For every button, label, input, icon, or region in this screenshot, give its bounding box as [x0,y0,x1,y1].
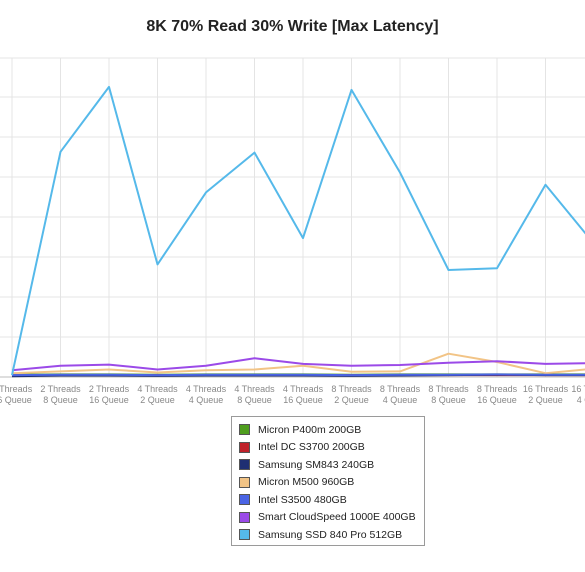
x-tick-label: 8 Queue [431,395,466,405]
x-tick-label: 16 Threads [571,384,585,394]
legend-label: Samsung SM843 240GB [258,458,375,471]
chart-title: 8K 70% Read 30% Write [Max Latency] [146,18,439,35]
legend-item: Intel DC S3700 200GB [236,439,420,457]
x-tick-label: 2 Threads [40,384,81,394]
x-tick-label: 8 Queue [237,395,272,405]
legend-item: Samsung SM843 240GB [236,456,420,474]
x-tick-label: 16 Queue [89,395,129,405]
x-tick-label: 8 Threads [428,384,469,394]
x-tick-label: 4 Threads [137,384,178,394]
x-tick-label: 2 Threads [89,384,130,394]
legend-item: Intel S3500 480GB [236,491,420,509]
x-tick-label: 16 Queue [283,395,323,405]
legend-label: Smart CloudSpeed 1000E 400GB [258,511,416,524]
legend-label: Micron P400m 200GB [258,423,362,436]
x-tick-label: 4 Queue [189,395,224,405]
x-tick-label: 1 Threads [0,384,33,394]
x-tick-label: 4 Threads [234,384,275,394]
legend-swatch [239,441,250,453]
x-tick-label: 8 Threads [331,384,372,394]
legend-swatch [239,459,250,471]
legend-item: Smart CloudSpeed 1000E 400GB [236,509,420,527]
legend-item: Samsung SSD 840 Pro 512GB [236,526,420,544]
legend-swatch [239,494,250,506]
series-line-5 [11,357,585,372]
x-tick-label: 4 Threads [186,384,227,394]
legend-label: Samsung SSD 840 Pro 512GB [258,528,403,541]
legend-swatch [239,424,250,436]
x-tick-label: 16 Queue [0,395,32,405]
legend-item: Micron P400m 200GB [236,421,420,439]
x-tick-label: 8 Threads [380,384,421,394]
x-tick-label: 2 Queue [528,395,563,405]
x-tick-label: 4 Queue [383,395,418,405]
x-tick-label: 8 Threads [477,384,518,394]
legend-label: Intel DC S3700 200GB [258,441,365,454]
legend-item: Micron M500 960GB [236,474,420,492]
legend-label: Intel S3500 480GB [258,493,347,506]
legend-swatch [239,511,250,523]
x-tick-label: 16 Queue [477,395,517,405]
x-tick-label: 2 Queue [334,395,369,405]
series-line-4 [11,373,585,377]
x-tick-label: 2 Queue [140,395,175,405]
x-tick-label: 4 Threads [283,384,324,394]
x-tick-label: 16 Threads [523,384,569,394]
series-line-6 [11,85,585,376]
x-tick-label: 8 Queue [43,395,78,405]
legend: Micron P400m 200GB Intel DC S3700 200GB Sa… [231,416,425,546]
x-tick-label: 4 Queue [577,395,585,405]
legend-swatch [239,476,250,488]
legend-swatch [239,529,250,541]
legend-label: Micron M500 960GB [258,476,355,489]
